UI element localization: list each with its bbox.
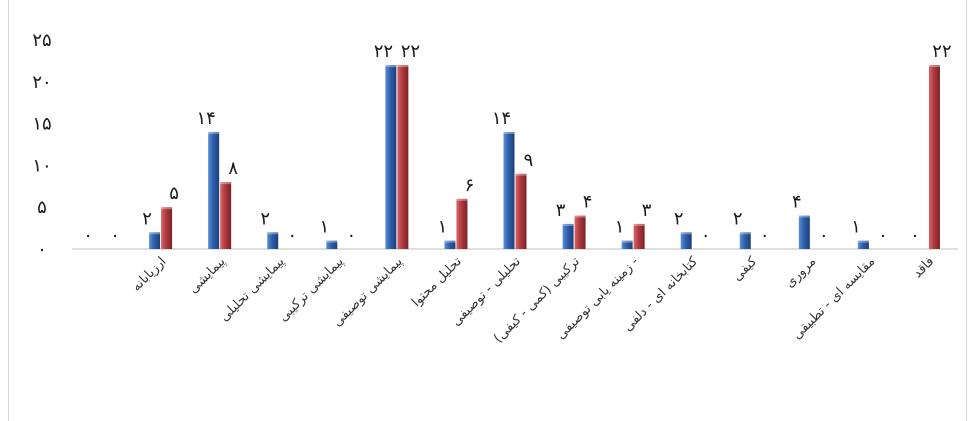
data-label: ۴ xyxy=(792,192,802,213)
data-label: ۰ xyxy=(83,225,93,246)
bar-highlight xyxy=(621,240,633,243)
category-label: تحلیل محتوا xyxy=(409,254,465,310)
data-label: ۲۲ xyxy=(374,41,393,62)
bar-series-2 xyxy=(397,65,409,249)
bar-series-1 xyxy=(326,240,338,249)
data-label: ۰ xyxy=(910,225,920,246)
category-label: پیمایشی xyxy=(186,254,229,297)
bar-series-1 xyxy=(149,232,161,249)
bar-highlight xyxy=(857,240,869,243)
bar-series-2 xyxy=(515,173,527,249)
data-label: ۰ xyxy=(878,225,888,246)
bar-series-1 xyxy=(444,240,456,249)
bar-highlight xyxy=(680,232,692,235)
bar-highlight xyxy=(928,65,940,68)
bar-highlight xyxy=(503,131,515,134)
bar-highlight xyxy=(326,240,338,243)
data-label: ۰ xyxy=(287,225,297,246)
bar-series-2 xyxy=(161,207,173,249)
data-label: ۰ xyxy=(346,225,356,246)
bar-highlight xyxy=(515,173,527,176)
bar-series-1 xyxy=(208,131,220,249)
bar-series-2 xyxy=(928,65,940,249)
bar-series-1 xyxy=(739,232,751,249)
frame-left-border xyxy=(8,0,9,421)
bar-highlight xyxy=(444,240,456,243)
bar-highlight xyxy=(397,65,409,68)
y-tick-label: ۵ xyxy=(37,197,47,218)
bar-highlight xyxy=(385,65,397,68)
data-label: ۰ xyxy=(819,225,829,246)
data-label: ۲۲ xyxy=(932,41,951,62)
data-label: ۹ xyxy=(524,150,534,171)
bar-series-1 xyxy=(385,65,397,249)
data-label: ۲ xyxy=(674,208,684,229)
data-label: ۰ xyxy=(110,225,120,246)
y-tick-label: ۰ xyxy=(37,239,47,260)
bar-highlight xyxy=(220,182,232,185)
data-label: ۱ xyxy=(319,217,329,238)
bar-highlight xyxy=(161,207,173,210)
data-label: ۱۴ xyxy=(492,108,511,129)
y-tick-label: ۲۰ xyxy=(32,72,51,93)
bar-highlight xyxy=(208,131,220,134)
bar-highlight xyxy=(267,232,279,235)
data-label: ۲ xyxy=(733,208,743,229)
data-label: ۲ xyxy=(260,208,270,229)
category-label: فاقد xyxy=(910,254,937,281)
data-label: ۰ xyxy=(701,225,711,246)
bar-highlight xyxy=(739,232,751,235)
data-label: ۱ xyxy=(438,217,448,238)
bar-highlight xyxy=(633,223,645,226)
bar-series-2 xyxy=(574,215,586,249)
data-label: ۵ xyxy=(169,183,179,204)
bar-series-1 xyxy=(562,223,574,249)
y-axis: ۰ ۵ ۱۰ ۱۵ ۲۰ ۲۵ xyxy=(32,30,51,260)
category-label: مروری xyxy=(782,254,819,291)
data-label: ۰ xyxy=(760,225,770,246)
bar-series-1 xyxy=(503,131,515,249)
data-label: ۲۲ xyxy=(401,41,420,62)
bar-series-2 xyxy=(220,182,232,249)
bar-series-2 xyxy=(456,198,468,249)
bar-series-1 xyxy=(621,240,633,249)
category-label: ارزیابانه xyxy=(129,254,169,294)
bar-highlight xyxy=(574,215,586,218)
bars xyxy=(149,65,940,249)
bar-series-1 xyxy=(857,240,869,249)
y-tick-label: ۲۵ xyxy=(32,30,51,51)
data-label: ۲ xyxy=(142,208,152,229)
data-label: ۳ xyxy=(642,200,652,221)
bar-series-1 xyxy=(680,232,692,249)
data-label: ۴ xyxy=(583,192,593,213)
data-label: ۳ xyxy=(556,200,566,221)
bar-series-2 xyxy=(633,223,645,249)
data-label: ۱۴ xyxy=(196,108,215,129)
bar-highlight xyxy=(149,232,161,235)
category-label: کیفی xyxy=(730,254,761,285)
y-tick-label: ۱۰ xyxy=(32,155,51,176)
bar-highlight xyxy=(456,198,468,201)
data-label: ۱ xyxy=(615,217,625,238)
data-label: ۸ xyxy=(228,158,238,179)
bar-highlight xyxy=(798,215,810,218)
frame-right-border xyxy=(966,0,967,421)
bar-series-1 xyxy=(798,215,810,249)
bar-highlight xyxy=(562,223,574,226)
bar-series-1 xyxy=(267,232,279,249)
data-label: ۶ xyxy=(465,175,475,196)
data-label: ۱ xyxy=(851,217,861,238)
y-tick-label: ۱۵ xyxy=(32,114,51,135)
